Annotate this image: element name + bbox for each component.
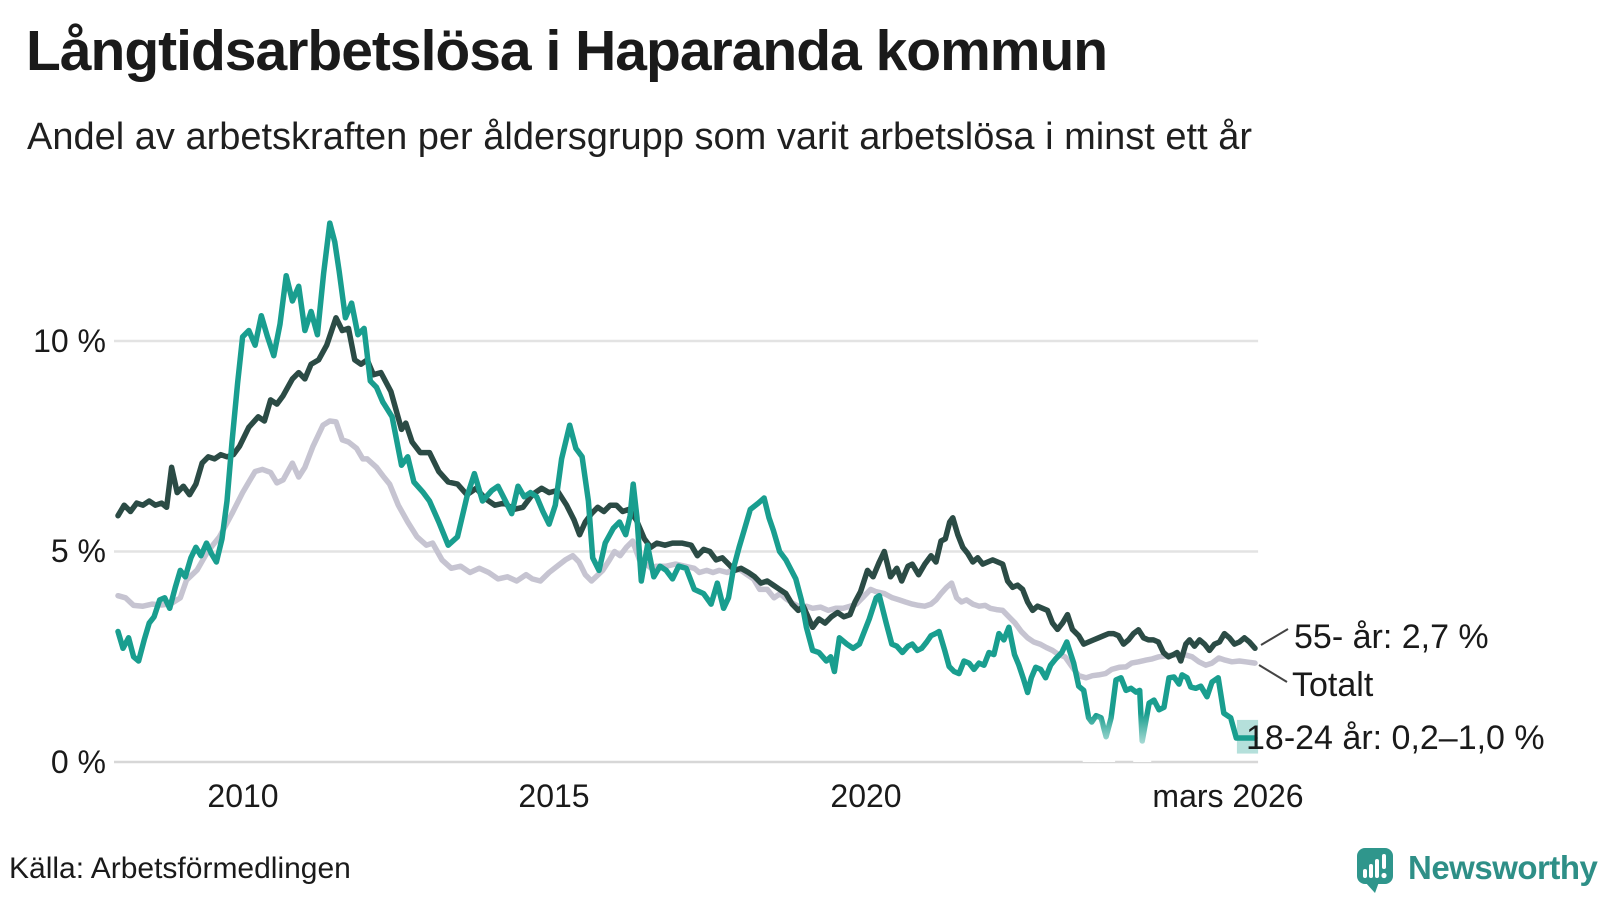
teal-dip-fade bbox=[1097, 713, 1116, 762]
end-label-55: 55- år: 2,7 % bbox=[1294, 618, 1489, 656]
series-line-18-24-r bbox=[115, 220, 1258, 744]
end-label-18-24: 18-24 år: 0,2–1,0 % bbox=[1246, 719, 1545, 757]
connector-55 bbox=[1260, 628, 1289, 646]
end-label-totalt: Totalt bbox=[1292, 666, 1374, 704]
page-title: Långtidsarbetslösa i Haparanda kommun bbox=[26, 19, 1108, 83]
connector-totalt bbox=[1258, 664, 1288, 683]
series-line-55-r bbox=[115, 315, 1258, 664]
x-tick-2010: 2010 bbox=[207, 778, 279, 814]
source-note: Källa: Arbetsförmedlingen bbox=[9, 852, 351, 885]
series-line-totalt bbox=[115, 418, 1258, 681]
newsworthy-wordmark: Newsworthy bbox=[1408, 849, 1598, 886]
newsworthy-bubble-icon bbox=[1357, 848, 1393, 893]
teal-dip-fade bbox=[1133, 713, 1152, 762]
x-tick-2020: 2020 bbox=[830, 778, 902, 814]
y-tick-5: 5 % bbox=[50, 533, 106, 569]
page-subtitle: Andel av arbetskraften per åldersgrupp s… bbox=[27, 116, 1253, 158]
y-tick-0: 0 % bbox=[50, 744, 106, 780]
x-tick-mars-2026: mars 2026 bbox=[1152, 778, 1304, 814]
y-tick-10: 10 % bbox=[33, 323, 106, 359]
newsworthy-logo: Newsworthy bbox=[1356, 842, 1598, 894]
teal-dip-fade bbox=[1082, 713, 1101, 762]
x-tick-2015: 2015 bbox=[518, 778, 590, 814]
